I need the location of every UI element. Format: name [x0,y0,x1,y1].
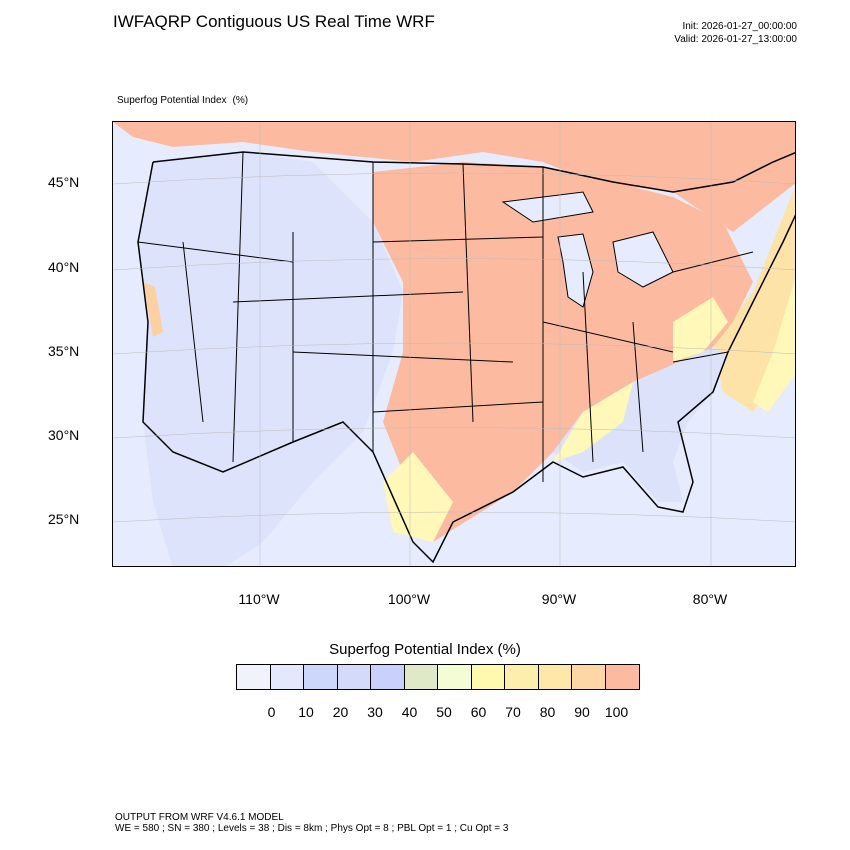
colorbar-swatch [505,665,539,689]
colorbar [236,664,640,690]
colorbar-swatch [438,665,472,689]
init-valid-times: Init: 2026-01-27_00:00:00 Valid: 2026-01… [674,20,797,46]
colorbar-tick-label: 50 [436,704,452,720]
gulf-yellow-band [553,382,633,462]
western-low-region [138,152,403,566]
colorbar-title: Superfog Potential Index (%) [329,641,521,658]
colorbar-tick-label: 80 [539,704,556,720]
colorbar-tick-label: 90 [574,704,590,720]
colorbar-tick-label: 70 [505,704,521,720]
colorbar-swatch [270,665,304,689]
lake-huron [612,231,674,288]
colorbar-tick-label: 30 [367,704,383,720]
lat-label-40: 40°N [48,259,80,275]
colorbar-swatch [404,665,438,689]
colorbar-swatch [371,665,405,689]
north-high-region [113,122,795,232]
lake-superior [501,191,594,223]
colorbar-tick-label: 60 [470,704,487,720]
graticule [113,122,795,566]
colorbar-tick-label: 40 [401,704,418,720]
colorbar-tick-label: 100 [604,704,629,720]
colorbar-tick-label: 20 [332,704,349,720]
colorbar-swatch [538,665,572,689]
field-label: Superfog Potential Index (%) [117,95,248,106]
map-panel [112,121,796,567]
lon-label-110: 110°W [238,591,280,607]
model-footer: OUTPUT FROM WRF V4.6.1 MODEL WE = 580 ; … [115,812,508,834]
california-coast-orange [143,282,163,337]
lat-label-25: 25°N [48,511,80,527]
colorbar-swatch [605,665,639,689]
valid-time: Valid: 2026-01-27_13:00:00 [674,34,797,45]
colorbar-swatch [304,665,338,689]
field-name: Superfog Potential Index [117,95,227,106]
colorbar-swatch [337,665,371,689]
colorbar-tick-label: 0 [267,704,276,720]
plot-title: IWFAQRP Contiguous US Real Time WRF [113,12,435,31]
lat-label-30: 30°N [48,427,80,443]
model-version: OUTPUT FROM WRF V4.6.1 MODEL [115,812,284,823]
init-time: Init: 2026-01-27_00:00:00 [682,21,797,32]
lon-label-100: 100°W [387,591,431,607]
field-units: (%) [232,95,249,106]
colorbar-swatch [237,665,271,689]
lon-label-90: 90°W [541,591,577,607]
lat-label-45: 45°N [48,174,80,190]
model-config: WE = 580 ; SN = 380 ; Levels = 38 ; Dis … [115,823,509,834]
lon-label-80: 80°W [692,591,728,607]
us-coastline [137,161,795,564]
state-boundaries [137,151,754,482]
atlantic-yellow-band [753,278,795,412]
map-graphic [113,122,795,566]
appalachia-yellow [673,297,728,362]
colorbar-swatch [471,665,505,689]
colorbar-tick-label: 10 [298,704,314,720]
colorbar-swatch [572,665,606,689]
lat-label-35: 35°N [48,343,80,359]
texas-yellow [383,452,453,542]
